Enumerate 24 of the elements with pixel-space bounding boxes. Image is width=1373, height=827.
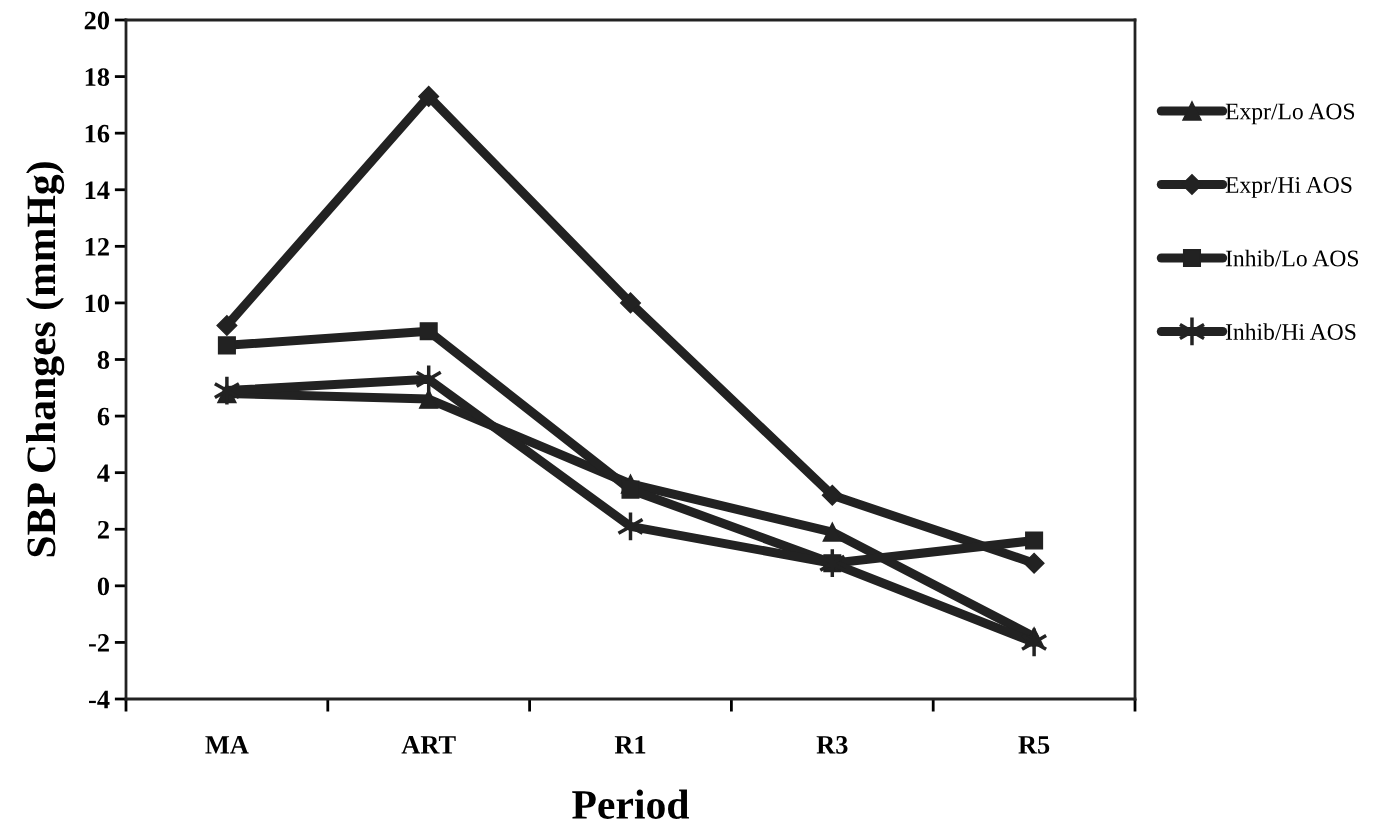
y-tick-label: 10 — [85, 294, 110, 313]
y-axis-title: SBP Changes (mmHg) — [26, 162, 65, 557]
x-tick-label: R3 — [816, 735, 848, 754]
legend-label: Expr/Hi AOS — [1225, 177, 1352, 198]
x-tick-label: ART — [401, 736, 456, 754]
y-tick-label: 16 — [85, 124, 110, 143]
y-tick-label: 18 — [85, 68, 110, 86]
legend-label: Inhib/Hi AOS — [1225, 323, 1356, 340]
legend-label: Expr/Lo AOS — [1225, 103, 1355, 125]
x-tick-label: MA — [205, 736, 249, 754]
x-tick-label: R5 — [1018, 736, 1050, 754]
y-tick-label: -2 — [89, 634, 109, 652]
y-tick-label: 2 — [97, 520, 109, 539]
y-tick-label: 14 — [85, 181, 110, 199]
x-tick-label: R1 — [614, 736, 646, 754]
y-tick-label: -4 — [89, 690, 110, 709]
y-tick-label: 20 — [84, 11, 110, 30]
y-tick-label: 4 — [97, 464, 110, 482]
y-tick-label: 8 — [97, 351, 110, 369]
legend-label: Inhib/Lo AOS — [1225, 249, 1359, 267]
x-axis-title: Period — [572, 789, 690, 819]
y-tick-label: 6 — [97, 407, 110, 426]
y-tick-label: 0 — [97, 577, 110, 596]
y-tick-label: 12 — [85, 238, 109, 256]
